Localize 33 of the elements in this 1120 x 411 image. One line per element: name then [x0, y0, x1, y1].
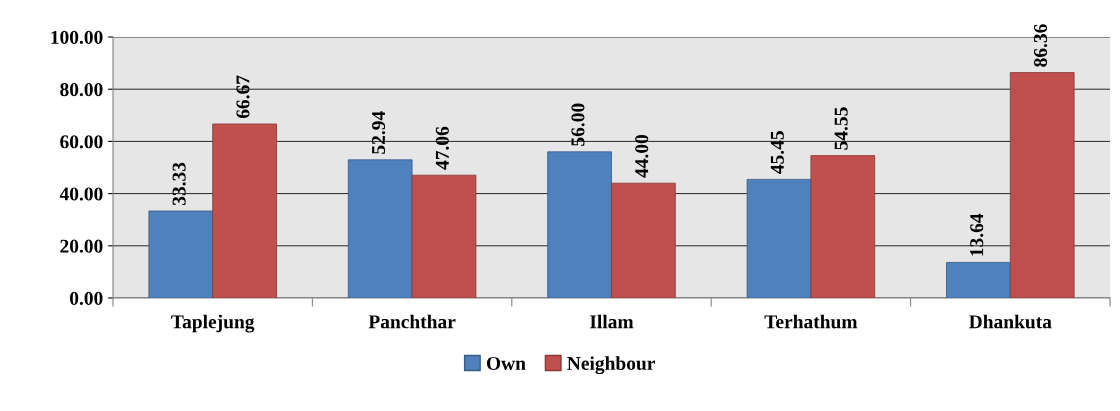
text: 13.64 — [970, 213, 984, 256]
x-tick-label: Terhathum — [764, 314, 858, 329]
bar — [411, 174, 477, 298]
text: 66.67 — [236, 75, 250, 119]
y-tick-label: 100.00 — [51, 30, 103, 45]
bar — [148, 210, 214, 298]
legend-label: Neighbour — [567, 356, 655, 375]
y-tick-label: 40.00 — [59, 187, 103, 201]
bar — [946, 261, 1011, 298]
bar — [1009, 72, 1075, 298]
bar — [547, 151, 612, 298]
text: 45.45 — [770, 131, 784, 174]
y-tick-label: 80.00 — [60, 83, 103, 97]
y-tick-label: 20.00 — [60, 239, 103, 253]
bar — [347, 159, 413, 298]
y-tick-label: 60.00 — [60, 135, 103, 149]
x-tick-label: Taplejung — [171, 314, 255, 333]
legend-label: Own — [486, 356, 526, 370]
text: 33.33 — [172, 162, 186, 206]
y-tick-label: 0.00 — [69, 291, 103, 306]
x-tick-label: Illam — [590, 314, 634, 329]
bar — [212, 123, 277, 298]
bar — [810, 155, 876, 298]
text: 47.06 — [435, 126, 449, 170]
bar — [746, 178, 812, 298]
x-tick-label: Dhankuta — [969, 314, 1052, 329]
text: 44.00 — [635, 134, 649, 178]
text: 52.94 — [372, 111, 386, 154]
text: 86.36 — [1033, 24, 1048, 67]
x-tick-label: Panchthar — [368, 314, 456, 329]
text: 54.55 — [834, 107, 848, 150]
text: 56.00 — [571, 103, 585, 146]
bar — [611, 182, 676, 298]
